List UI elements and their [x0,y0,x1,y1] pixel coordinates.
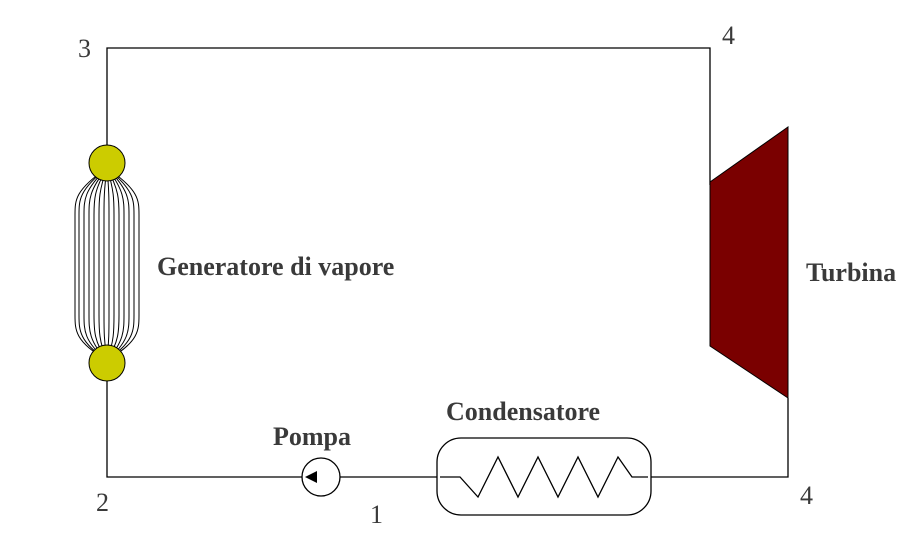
point-label-1: 1 [370,500,383,529]
pipe-pump-to-generator [107,360,302,477]
pipe-generator-to-turbine [107,48,710,185]
steam-generator-label: Generatore di vapore [157,252,394,281]
pipe-turbine-to-condenser [648,398,788,477]
point-label-2: 2 [96,488,109,517]
generator-top-header [89,145,125,181]
condenser-label: Condensatore [446,397,600,426]
condenser-shell [437,438,651,515]
condenser [437,438,651,515]
pump [302,458,340,496]
turbine [710,127,788,398]
point-label-3: 3 [78,34,91,63]
pump-label: Pompa [273,422,351,451]
point-label-4-top: 4 [722,21,735,50]
point-label-4-bottom: 4 [800,481,813,510]
generator-bottom-header [89,345,125,381]
turbine-label: Turbina [806,258,896,287]
steam-generator [75,145,139,381]
